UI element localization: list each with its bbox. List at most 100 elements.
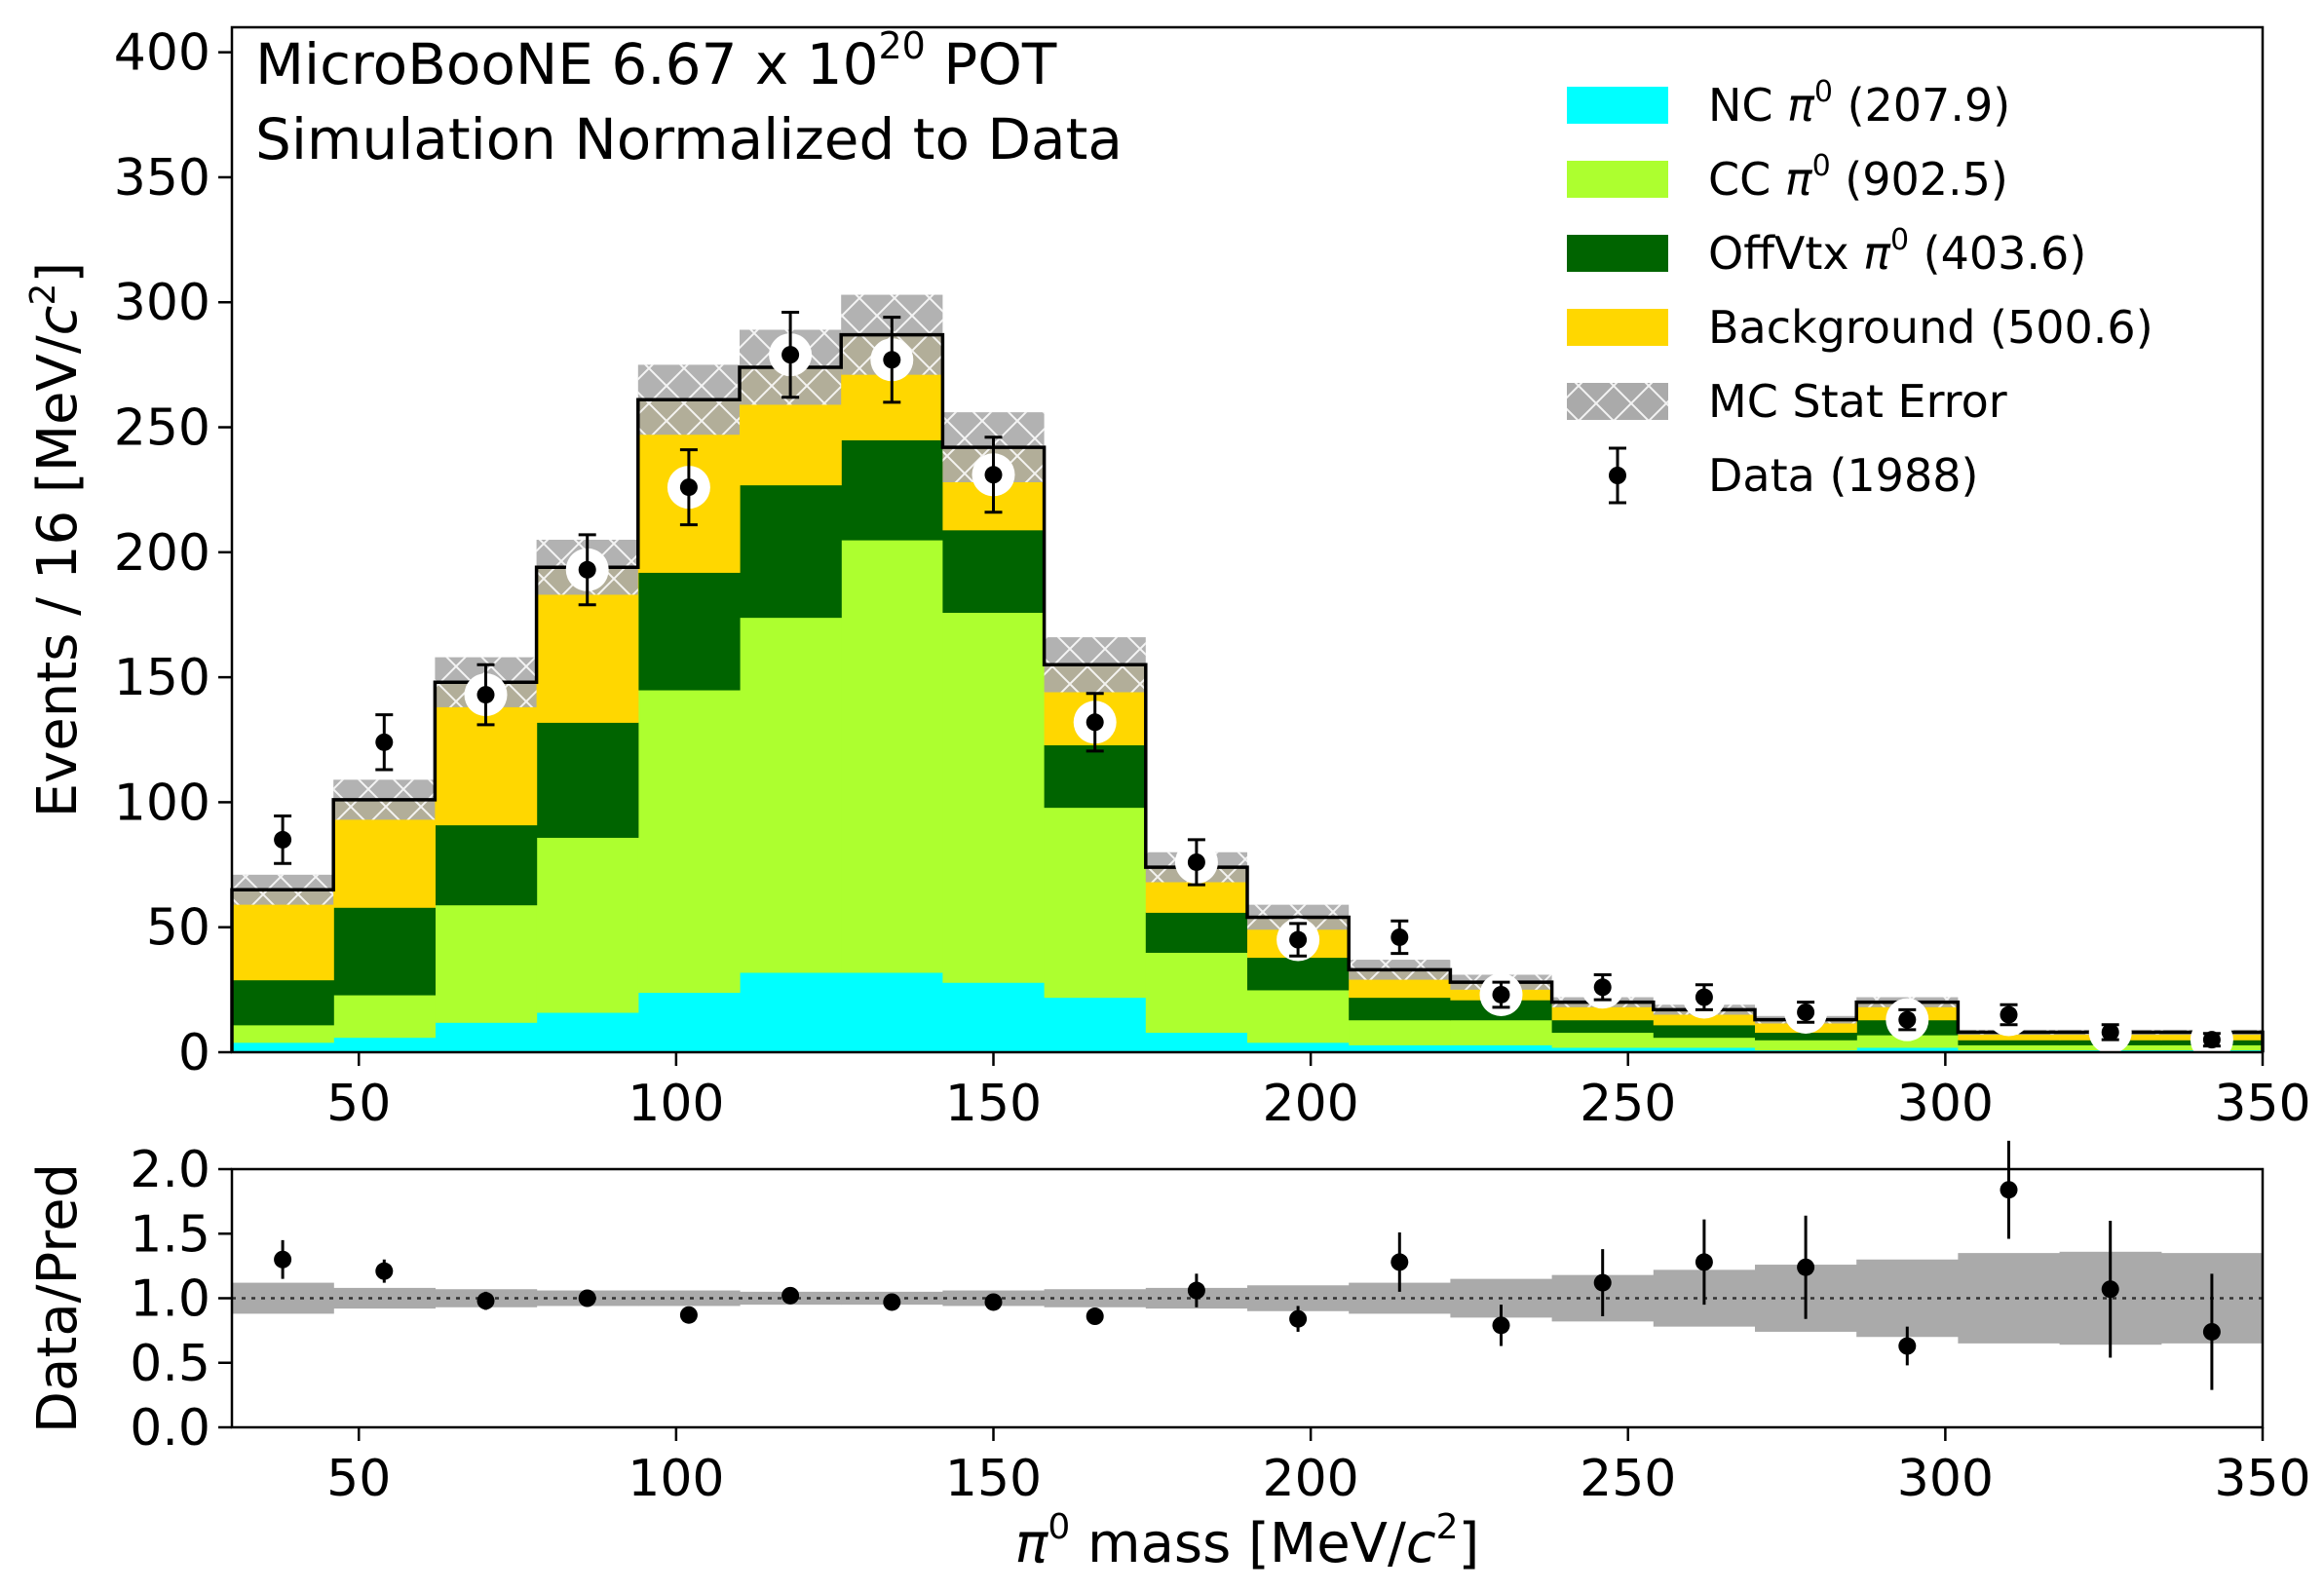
- data-point: [769, 311, 813, 399]
- bar-cc: [1551, 1032, 1655, 1048]
- data-point: [1276, 918, 1320, 962]
- ratio-marker: [476, 1292, 495, 1310]
- legend: NC π0 (207.9) CC π0 (902.5) OffVtx π0 (403…: [1567, 75, 2153, 505]
- ratio-point: [1086, 1307, 1104, 1326]
- data-point: [1886, 998, 1929, 1042]
- text-part: 0: [1890, 223, 1909, 257]
- ratio-marker: [1898, 1337, 1917, 1355]
- bar-nc: [1044, 997, 1147, 1053]
- data-point: [1479, 972, 1523, 1016]
- data-marker: [375, 733, 394, 751]
- ratio-y-tick-label: 0.5: [130, 1335, 210, 1393]
- x-tick-label: 250: [1580, 1075, 1676, 1133]
- ratio-x-tick-label: 200: [1262, 1450, 1358, 1508]
- ratio-y-axis-title: Data/Pred: [26, 1163, 90, 1433]
- main-axes-frame: [230, 25, 2265, 1054]
- legend-entry: OffVtx π0 (403.6): [1567, 223, 2086, 280]
- plot-title-line-1: MicroBooNE 6.67 x 1020 POT: [255, 24, 1057, 97]
- bar-nc: [1247, 1042, 1350, 1053]
- bar-offvtx: [1551, 1019, 1655, 1034]
- data-point: [565, 533, 609, 607]
- bar-offvtx: [1653, 1024, 1756, 1039]
- text-part: Data: [1708, 449, 1815, 502]
- bar-nc: [637, 992, 741, 1053]
- ratio-point: [578, 1289, 596, 1307]
- text-part: (500.6): [1975, 301, 2153, 354]
- x-tick-label: 50: [326, 1075, 391, 1133]
- legend-swatch-hatch: [1567, 383, 1668, 420]
- bar-offvtx: [1247, 957, 1350, 991]
- bar-cc: [1247, 989, 1350, 1043]
- ratio-marker: [1086, 1307, 1104, 1326]
- legend-entry: NC π0 (207.9): [1567, 75, 2010, 132]
- bar-offvtx: [232, 979, 334, 1026]
- ratio-point: [2000, 1140, 2018, 1239]
- ratio-marker: [679, 1306, 698, 1324]
- y-tick-label: 0: [178, 1024, 210, 1082]
- bar-offvtx: [1755, 1032, 1857, 1041]
- data-point: [464, 663, 508, 727]
- legend-marker: [1609, 467, 1626, 484]
- data-marker: [781, 346, 800, 364]
- data-point: [2088, 1010, 2132, 1054]
- ratio-point: [1492, 1305, 1510, 1346]
- data-point: [2190, 1018, 2233, 1062]
- legend-entry: Background (500.6): [1567, 301, 2153, 354]
- text-part: OffVtx: [1708, 227, 1849, 280]
- text-part: 0: [1048, 1507, 1070, 1547]
- data-marker: [883, 351, 901, 369]
- ratio-marker: [1492, 1316, 1510, 1335]
- data-point: [261, 814, 305, 865]
- data-point: [1581, 966, 1624, 1009]
- ratio-y-tick-label: 1.5: [130, 1205, 210, 1264]
- legend-swatch: [1567, 309, 1668, 346]
- text-part: c: [1406, 1512, 1436, 1575]
- ratio-marker: [781, 1286, 800, 1305]
- x-tick-label: 300: [1897, 1075, 1994, 1133]
- bar-offvtx: [637, 572, 741, 691]
- ratio-point: [1695, 1219, 1713, 1306]
- data-marker: [1695, 988, 1713, 1006]
- ratio-marker: [274, 1250, 292, 1269]
- bar-cc: [1856, 1035, 1959, 1048]
- legend-label: CC π0 (902.5): [1708, 149, 2008, 206]
- ratio-marker: [1391, 1253, 1409, 1271]
- bar-offvtx: [333, 907, 436, 996]
- data-point: [362, 713, 406, 772]
- ratio-x-tick-label: 150: [945, 1450, 1042, 1508]
- ratio-marker: [2202, 1322, 2221, 1341]
- y-tick-label: 400: [114, 24, 210, 83]
- bar-cc: [841, 540, 943, 973]
- bar-offvtx: [740, 484, 842, 619]
- ratio-x-tick-label: 300: [1897, 1450, 1994, 1508]
- ratio-point: [476, 1291, 495, 1310]
- data-marker: [1797, 1003, 1815, 1021]
- data-point: [1682, 975, 1726, 1019]
- bar-offvtx: [435, 824, 538, 906]
- data-point: [667, 448, 710, 527]
- y-axis-title: Events / 16 [MeV/c2]: [23, 262, 90, 817]
- text-part: ]: [1459, 1512, 1480, 1575]
- text-part: 2: [23, 284, 63, 306]
- ratio-point: [1289, 1306, 1308, 1332]
- text-part: 0: [1812, 149, 1831, 183]
- data-point: [1378, 915, 1422, 959]
- ratio-marker: [1695, 1253, 1713, 1271]
- bar-nc: [1450, 1044, 1553, 1053]
- data-marker: [1391, 928, 1409, 946]
- data-marker: [274, 830, 292, 849]
- bar-cc: [232, 1024, 334, 1043]
- legend-label: Data (1988): [1708, 449, 1978, 502]
- bar-offvtx: [1044, 744, 1147, 809]
- bar-cc: [1958, 1044, 2061, 1051]
- data-marker: [1593, 978, 1612, 997]
- bar-offvtx: [841, 439, 943, 541]
- legend-label: MC Stat Error: [1708, 375, 2007, 428]
- data-marker: [2101, 1023, 2119, 1042]
- ratio-marker: [2101, 1280, 2119, 1299]
- ratio-y-tick-label: 1.0: [130, 1270, 210, 1329]
- ratio-marker: [1187, 1281, 1205, 1300]
- ratio-band-bin: [333, 1287, 436, 1309]
- y-tick-label: 150: [114, 649, 210, 707]
